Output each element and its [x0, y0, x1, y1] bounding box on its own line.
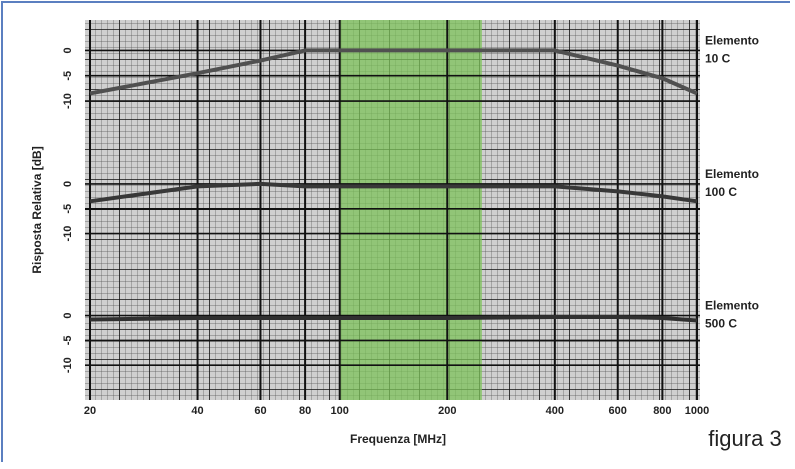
y-tick-label: -10: [62, 226, 74, 242]
x-tick-label: 100: [331, 405, 349, 417]
y-tick-label: -5: [62, 71, 74, 81]
response-line: [89, 181, 698, 204]
x-tick-label: 80: [299, 405, 311, 417]
y-tick-label: -5: [62, 204, 74, 214]
y-tick-label: -10: [62, 93, 74, 109]
x-tick-label: 1000: [685, 405, 709, 417]
x-tick-label: 400: [546, 405, 564, 417]
shaded-band: [339, 20, 482, 400]
y-tick-label: 0: [62, 181, 74, 187]
x-tick-label: 40: [191, 405, 203, 417]
x-tick-label: 600: [609, 405, 627, 417]
frame: [1, 1, 790, 462]
y-tick-label: 0: [62, 47, 74, 53]
series-label: 100 C: [705, 185, 737, 199]
series-label: 10 C: [705, 52, 731, 66]
response-line: [89, 315, 698, 323]
series-label: 500 C: [705, 317, 737, 331]
series-label: Elemento: [705, 299, 759, 313]
x-tick-label: 800: [653, 405, 671, 417]
figure-caption: figura 3: [708, 426, 781, 451]
y-axis-title: Risposta Relativa [dB]: [30, 146, 44, 273]
y-tick-label: -5: [62, 336, 74, 346]
x-tick-label: 200: [438, 405, 456, 417]
x-tick-label: 20: [84, 405, 96, 417]
y-tick-label: 0: [62, 312, 74, 318]
x-tick-label: 60: [254, 405, 266, 417]
response-line: [89, 48, 698, 96]
series-label: Elemento: [705, 34, 759, 48]
y-tick-label: -10: [62, 357, 74, 373]
series-label: Elemento: [705, 167, 759, 181]
x-axis-title: Frequenza [MHz]: [350, 432, 446, 446]
